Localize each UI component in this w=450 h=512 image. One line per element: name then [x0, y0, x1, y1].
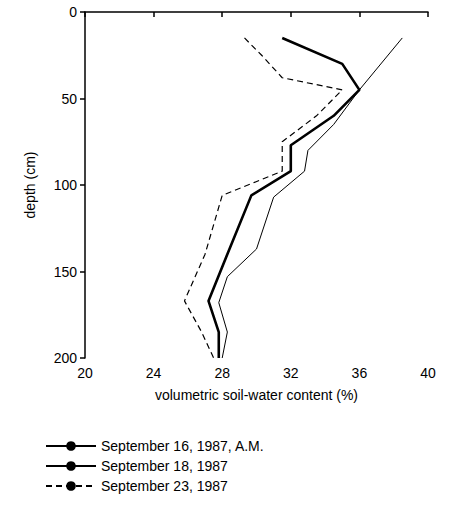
svg-text:150: 150	[54, 264, 78, 280]
svg-text:32: 32	[283, 365, 299, 381]
svg-text:24: 24	[146, 365, 162, 381]
svg-text:September 18, 1987: September 18, 1987	[101, 458, 228, 474]
svg-text:100: 100	[54, 177, 78, 193]
svg-text:40: 40	[420, 365, 436, 381]
svg-text:volumetric soil-water content: volumetric soil-water content (%)	[155, 387, 358, 403]
svg-text:200: 200	[54, 350, 78, 366]
svg-text:0: 0	[69, 4, 77, 20]
svg-text:28: 28	[214, 365, 230, 381]
svg-text:depth (cm): depth (cm)	[22, 152, 38, 219]
svg-text:36: 36	[352, 365, 368, 381]
svg-text:September 16, 1987, A.M.: September 16, 1987, A.M.	[101, 438, 264, 454]
svg-text:September 23, 1987: September 23, 1987	[101, 478, 228, 494]
svg-text:20: 20	[77, 365, 93, 381]
svg-text:50: 50	[61, 91, 77, 107]
